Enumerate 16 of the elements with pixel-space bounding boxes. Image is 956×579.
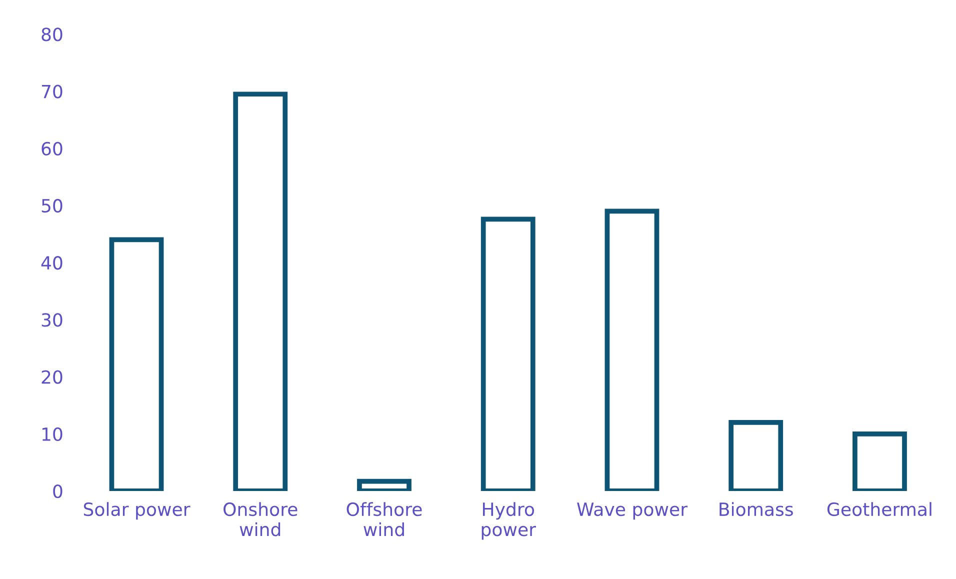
x-tick-label: Geothermal: [827, 502, 932, 516]
x-tick-label: Hydro power: [482, 502, 536, 540]
x-tick-label: Solar power: [84, 502, 190, 520]
y-tick-label: 10: [42, 427, 62, 442]
x-tick-label: Biomass: [720, 502, 793, 516]
y-tick-label: 0: [53, 484, 62, 498]
y-tick-label: 60: [42, 142, 62, 156]
y-tick-label: 20: [42, 370, 62, 384]
y-tick-label: 50: [42, 198, 62, 213]
x-tick-label: Wave power: [577, 502, 688, 520]
x-tick-label: Offshore wind: [346, 502, 422, 536]
y-tick-label: 80: [42, 28, 62, 42]
y-tick-label: 30: [42, 313, 62, 327]
y-tick-label: 70: [42, 84, 62, 98]
x-tick-label: Onshore wind: [224, 502, 298, 536]
y-tick-label: 40: [41, 256, 62, 270]
